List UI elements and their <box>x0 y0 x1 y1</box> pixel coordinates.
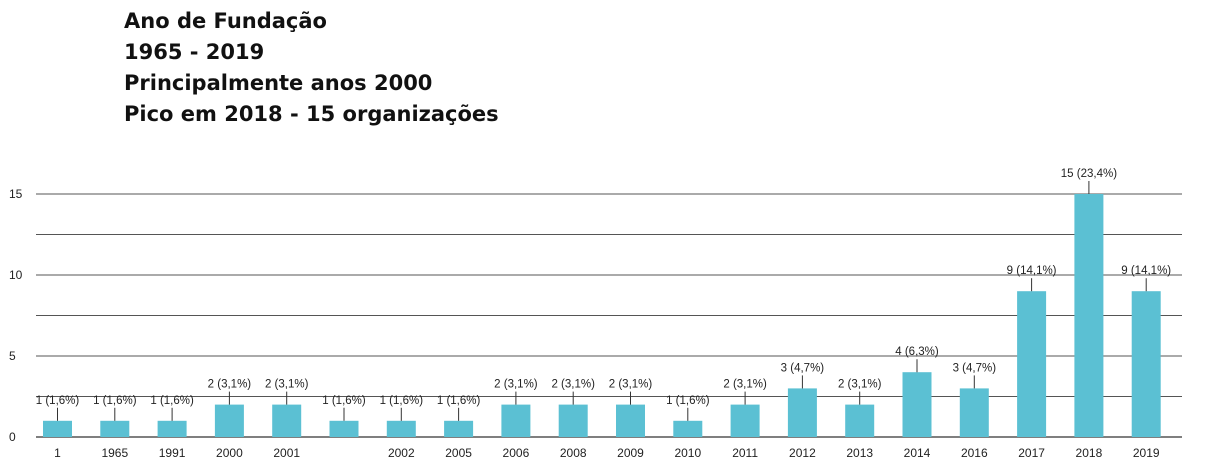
x-tick-label: 2017 <box>1018 446 1045 460</box>
x-tick-label: 2016 <box>961 446 988 460</box>
bar <box>501 404 531 437</box>
x-tick-label: 1965 <box>101 446 128 460</box>
data-label: 2 (3,1%) <box>609 379 653 391</box>
bar <box>214 404 244 437</box>
data-label: 2 (3,1%) <box>838 379 882 391</box>
bar <box>558 404 588 437</box>
x-tick-label: 2013 <box>846 446 873 460</box>
data-label: 9 (14,1%) <box>1007 265 1057 277</box>
bar <box>157 420 187 437</box>
bar <box>616 404 645 437</box>
x-tick-label: 2011 <box>732 446 758 460</box>
bar <box>845 404 875 437</box>
x-tick-label: 2000 <box>216 446 243 460</box>
bar <box>386 420 416 437</box>
x-tick-label: 2018 <box>1076 446 1103 460</box>
bar <box>272 404 302 437</box>
y-tick-label: 10 <box>9 268 23 282</box>
bar <box>902 372 932 437</box>
data-label: 1 (1,6%) <box>380 395 424 407</box>
bar <box>1074 194 1104 437</box>
data-label: 1 (1,6%) <box>93 395 137 407</box>
bar <box>329 420 359 437</box>
x-tick-label: 2002 <box>388 446 415 460</box>
data-label: 3 (4,7%) <box>953 362 997 374</box>
data-label: 3 (4,7%) <box>781 362 825 374</box>
x-tick-label: 2009 <box>617 446 644 460</box>
data-label: 2 (3,1%) <box>551 379 595 391</box>
x-tick-label: 2001 <box>273 446 300 460</box>
bar <box>673 420 703 437</box>
data-label: 1 (1,6%) <box>150 395 194 407</box>
bar <box>959 388 989 437</box>
data-label: 1 (1,6%) <box>322 395 366 407</box>
heading-line-period: Principalmente anos 2000 <box>124 71 433 95</box>
bar <box>1017 291 1047 437</box>
x-tick-label: 2005 <box>445 446 472 460</box>
data-label: 2 (3,1%) <box>494 379 538 391</box>
data-label: 2 (3,1%) <box>208 379 252 391</box>
x-tick-label: 1 <box>54 446 61 460</box>
data-label: 15 (23,4%) <box>1061 168 1117 180</box>
bar <box>787 388 817 437</box>
chart-heading: Ano de Fundação 1965 - 2019 Principalmen… <box>124 6 499 130</box>
data-label: 4 (6,3%) <box>895 346 939 358</box>
y-tick-label: 5 <box>9 349 16 363</box>
x-tick-label: 2006 <box>503 446 530 460</box>
bar <box>100 420 130 437</box>
heading-line-range: 1965 - 2019 <box>124 40 265 64</box>
x-tick-label: 2010 <box>674 446 701 460</box>
bar <box>444 420 474 437</box>
data-label: 2 (3,1%) <box>265 379 309 391</box>
heading-line-title: Ano de Fundação <box>124 9 327 33</box>
y-tick-label: 0 <box>9 430 16 444</box>
x-tick-label: 1991 <box>159 446 186 460</box>
heading-line-peak: Pico em 2018 - 15 organizações <box>124 102 499 126</box>
bar <box>730 404 760 437</box>
bar <box>43 420 72 437</box>
data-label: 2 (3,1%) <box>723 379 767 391</box>
data-label: 1 (1,6%) <box>666 395 710 407</box>
x-tick-label: 2012 <box>789 446 816 460</box>
data-label: 1 (1,6%) <box>437 395 481 407</box>
x-tick-label: 2019 <box>1133 446 1160 460</box>
x-tick-label: 2008 <box>560 446 587 460</box>
data-label: 1 (1,6%) <box>36 395 80 407</box>
bar <box>1131 291 1161 437</box>
y-tick-label: 15 <box>9 187 23 201</box>
data-label: 9 (14,1%) <box>1121 265 1171 277</box>
x-tick-label: 2014 <box>904 446 931 460</box>
